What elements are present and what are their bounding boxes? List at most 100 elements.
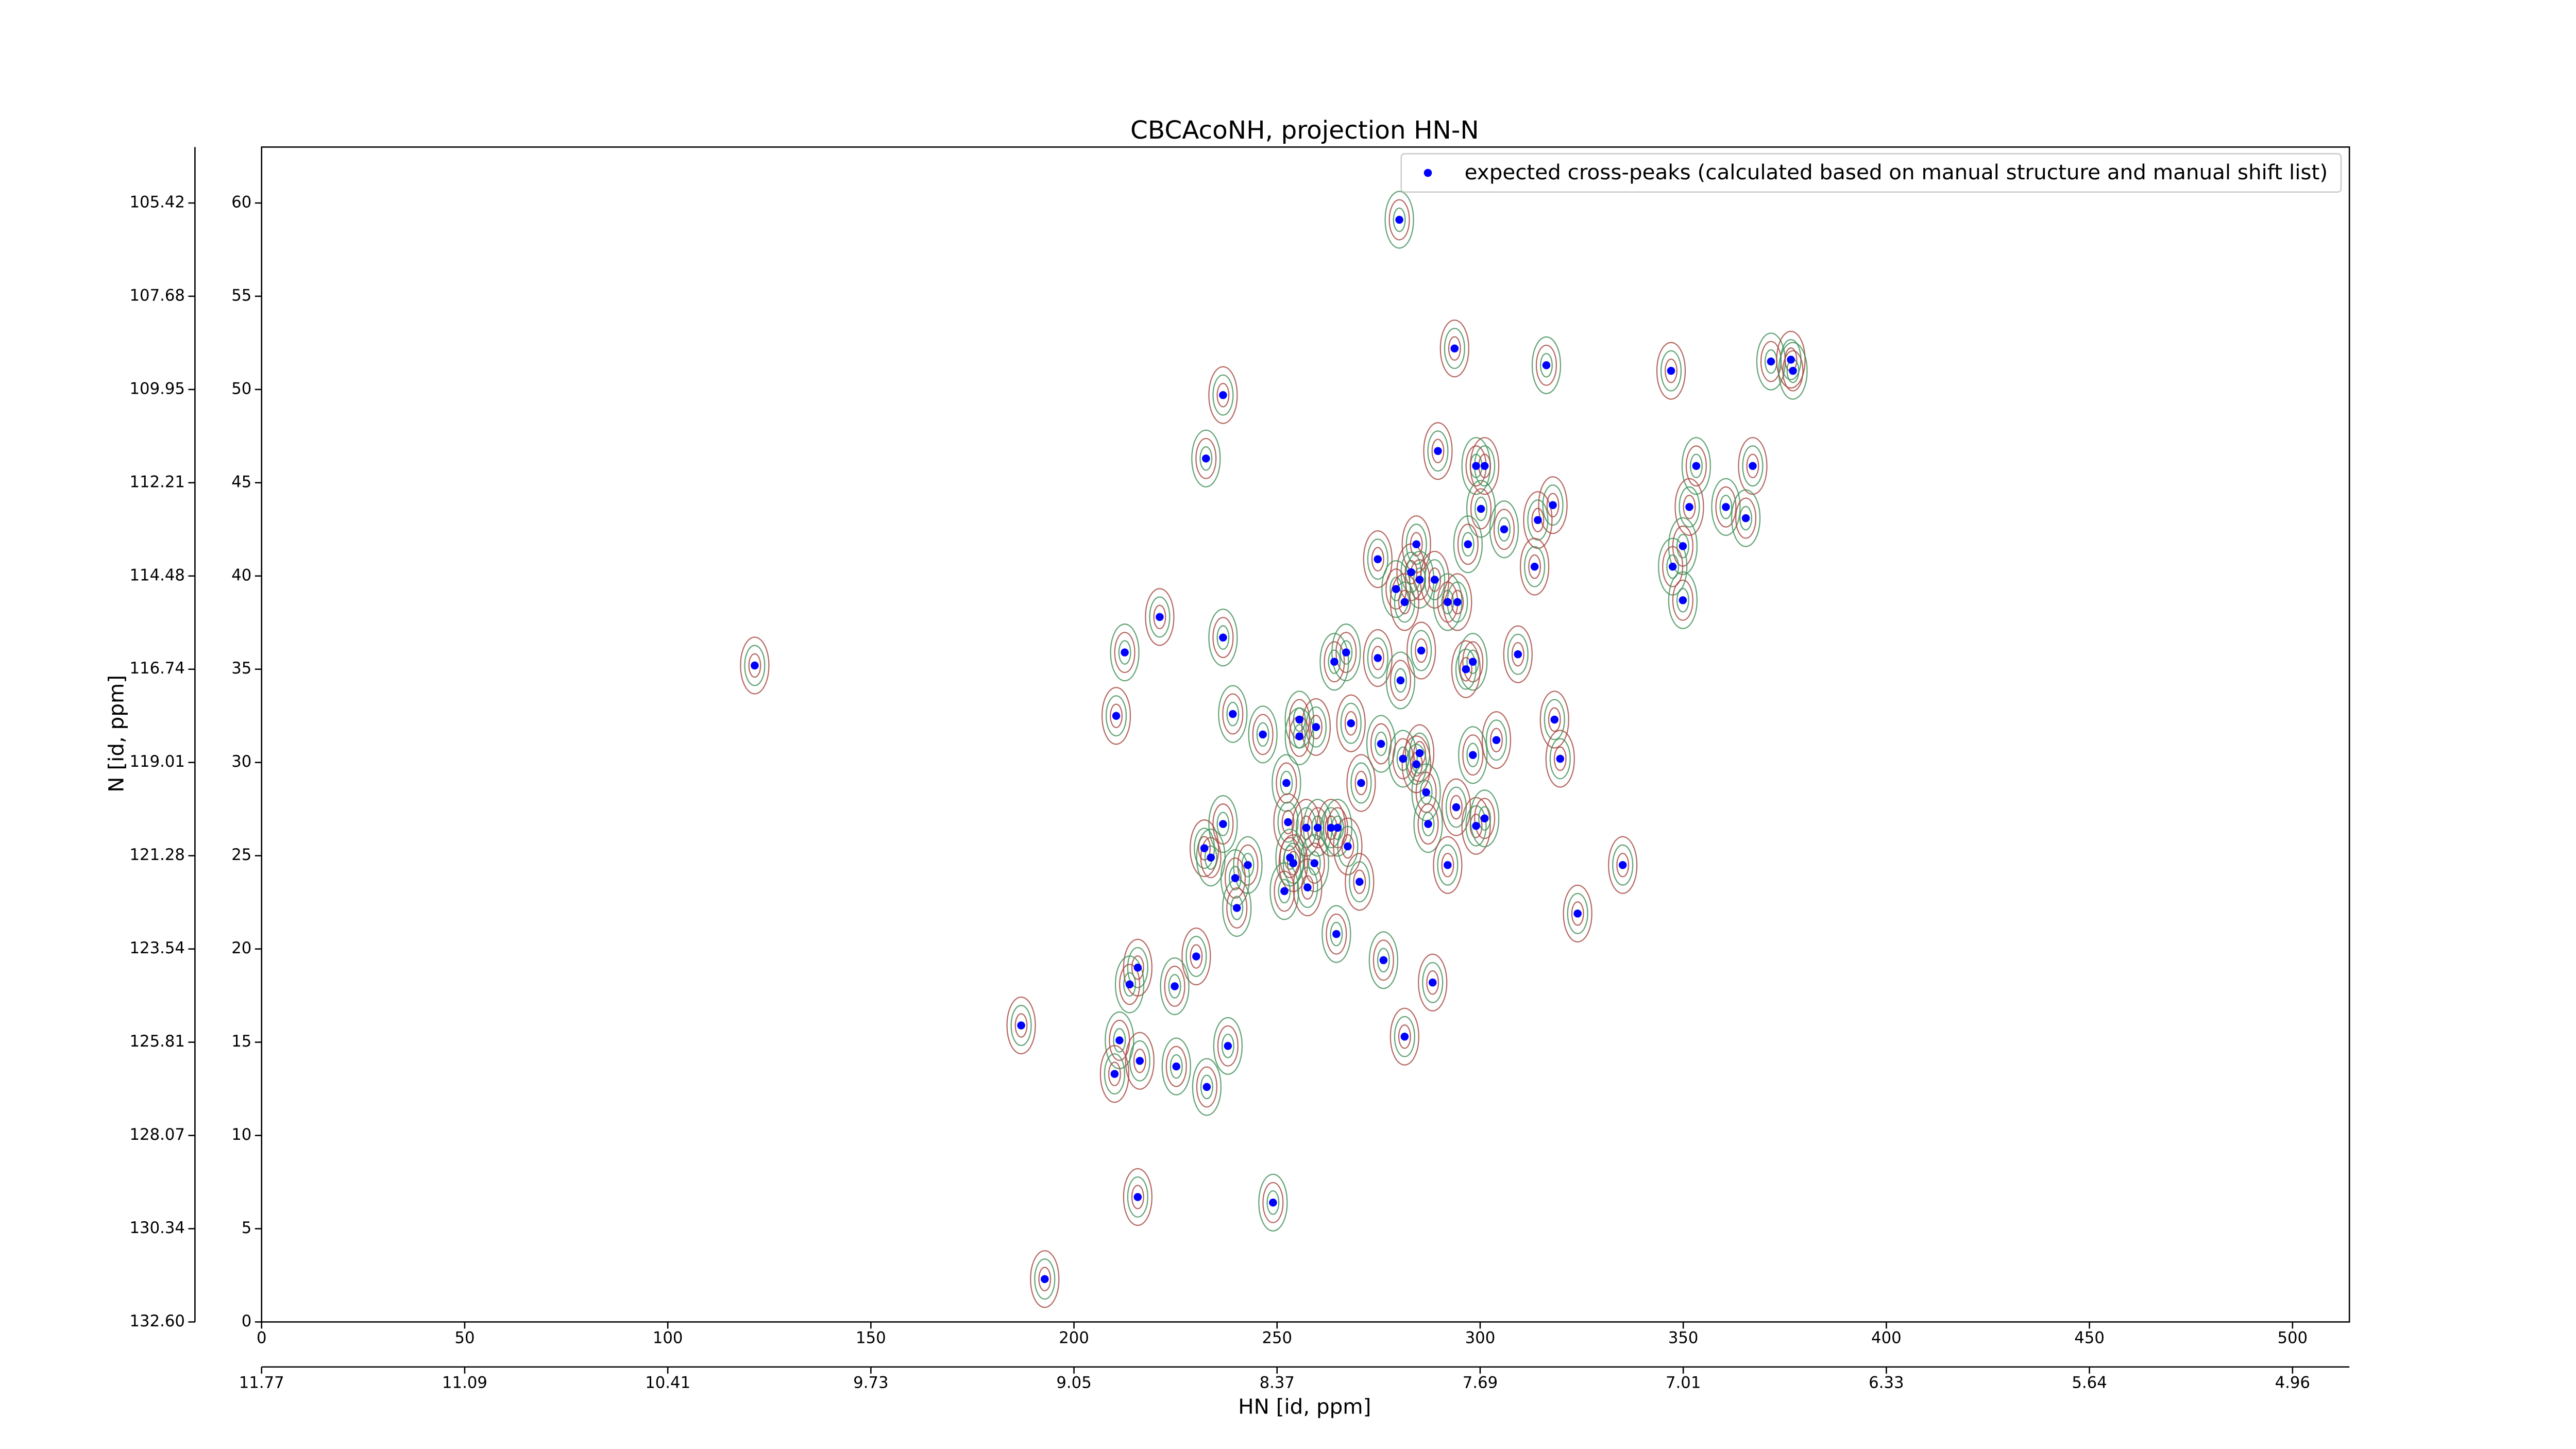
cross-peak	[1444, 598, 1452, 606]
cross-peak	[1667, 366, 1675, 375]
cross-peak	[1480, 462, 1489, 470]
contour	[1393, 207, 1406, 232]
cross-peak	[1618, 861, 1627, 869]
contour	[1527, 499, 1549, 541]
contour	[1273, 793, 1303, 851]
contour	[1301, 698, 1331, 756]
contour	[1548, 707, 1561, 732]
contour	[1443, 573, 1472, 631]
cross-peak	[1415, 576, 1424, 584]
contour	[1612, 844, 1634, 886]
contour	[1470, 789, 1500, 848]
x2-tick-label: 9.73	[853, 1374, 888, 1392]
contour	[1248, 705, 1278, 764]
contour	[1170, 1054, 1183, 1079]
x2-tick-label: 10.41	[645, 1374, 690, 1392]
cross-peak	[1344, 842, 1352, 851]
cross-peak	[1232, 904, 1241, 912]
contour	[1226, 887, 1248, 929]
cross-peak	[1450, 344, 1459, 352]
contour	[1433, 573, 1463, 631]
legend: expected cross-peaks (calculated based o…	[1400, 153, 2342, 193]
cross-peak	[1395, 215, 1403, 224]
contour	[1431, 439, 1445, 464]
cross-peak	[1374, 654, 1382, 662]
y2-tick-label: 125.81	[129, 1032, 184, 1051]
contour	[1280, 770, 1293, 796]
cross-peak	[1556, 754, 1565, 763]
contour	[744, 645, 766, 686]
contour	[1321, 905, 1351, 963]
contour	[1129, 1040, 1150, 1082]
y2-tick-label: 128.07	[129, 1125, 184, 1144]
contour	[1160, 957, 1190, 1016]
x-tick-label: 0	[257, 1328, 267, 1347]
contour	[1375, 731, 1388, 756]
contour	[1384, 191, 1414, 249]
contour	[1437, 844, 1459, 886]
contour	[1110, 624, 1140, 682]
contour	[1571, 901, 1584, 926]
x-tick-label: 350	[1668, 1328, 1699, 1347]
contour-layer	[740, 191, 1808, 1308]
contour	[1125, 1032, 1155, 1090]
cross-peak	[1017, 1021, 1025, 1030]
contour	[1616, 852, 1630, 878]
contour	[1221, 1034, 1234, 1058]
cross-peak	[1549, 501, 1557, 510]
contour	[1185, 936, 1207, 978]
cross-peak	[1333, 823, 1342, 832]
contour	[1331, 624, 1361, 682]
contour	[1269, 862, 1299, 920]
contour	[1544, 699, 1565, 740]
contour	[1563, 884, 1592, 942]
contour	[1485, 719, 1507, 761]
cross-peak	[1312, 723, 1320, 731]
contour	[1367, 637, 1388, 679]
contour	[1470, 437, 1500, 495]
contour	[1191, 429, 1221, 487]
cross-peak	[1767, 357, 1775, 366]
cross-peak	[1749, 462, 1757, 470]
contour	[1424, 559, 1446, 600]
cross-peak	[1428, 978, 1437, 987]
contour	[1672, 579, 1693, 621]
contour	[1123, 1168, 1153, 1226]
cross-peak	[1295, 715, 1303, 724]
contour	[1394, 1016, 1415, 1057]
cross-peak	[1530, 562, 1539, 571]
x2-tick-label: 11.77	[239, 1374, 284, 1392]
contour	[1421, 812, 1435, 836]
y2-tick-label: 109.95	[129, 379, 184, 398]
contour	[1168, 974, 1181, 999]
cross-peak	[1412, 760, 1420, 769]
contour	[1127, 1176, 1148, 1218]
cross-peak	[1110, 1070, 1119, 1078]
x2-tick-label: 6.33	[1869, 1374, 1904, 1392]
contour	[1366, 715, 1396, 773]
contour	[1423, 422, 1453, 480]
contour	[1459, 656, 1472, 682]
contour	[1567, 892, 1588, 934]
contour	[1344, 711, 1358, 736]
y-tick-label: 45	[231, 473, 251, 491]
cross-peak	[1668, 562, 1677, 571]
cross-peak	[751, 661, 759, 670]
cross-peak	[1332, 930, 1341, 938]
x-tick-label: 300	[1465, 1328, 1496, 1347]
contour	[1466, 480, 1496, 538]
contour	[1108, 1062, 1121, 1086]
x-tick-label: 100	[653, 1328, 683, 1347]
contour	[1662, 546, 1684, 587]
cross-peak	[1424, 820, 1432, 828]
contour	[1252, 714, 1274, 755]
cross-peak	[1500, 525, 1509, 534]
cross-peak	[1295, 732, 1303, 740]
contour	[1133, 1048, 1146, 1073]
contour	[1324, 641, 1345, 683]
cross-peak	[1396, 676, 1405, 685]
cross-peak	[1202, 454, 1210, 463]
contour	[1241, 852, 1255, 878]
contour	[1164, 966, 1185, 1007]
contour	[1216, 382, 1230, 408]
